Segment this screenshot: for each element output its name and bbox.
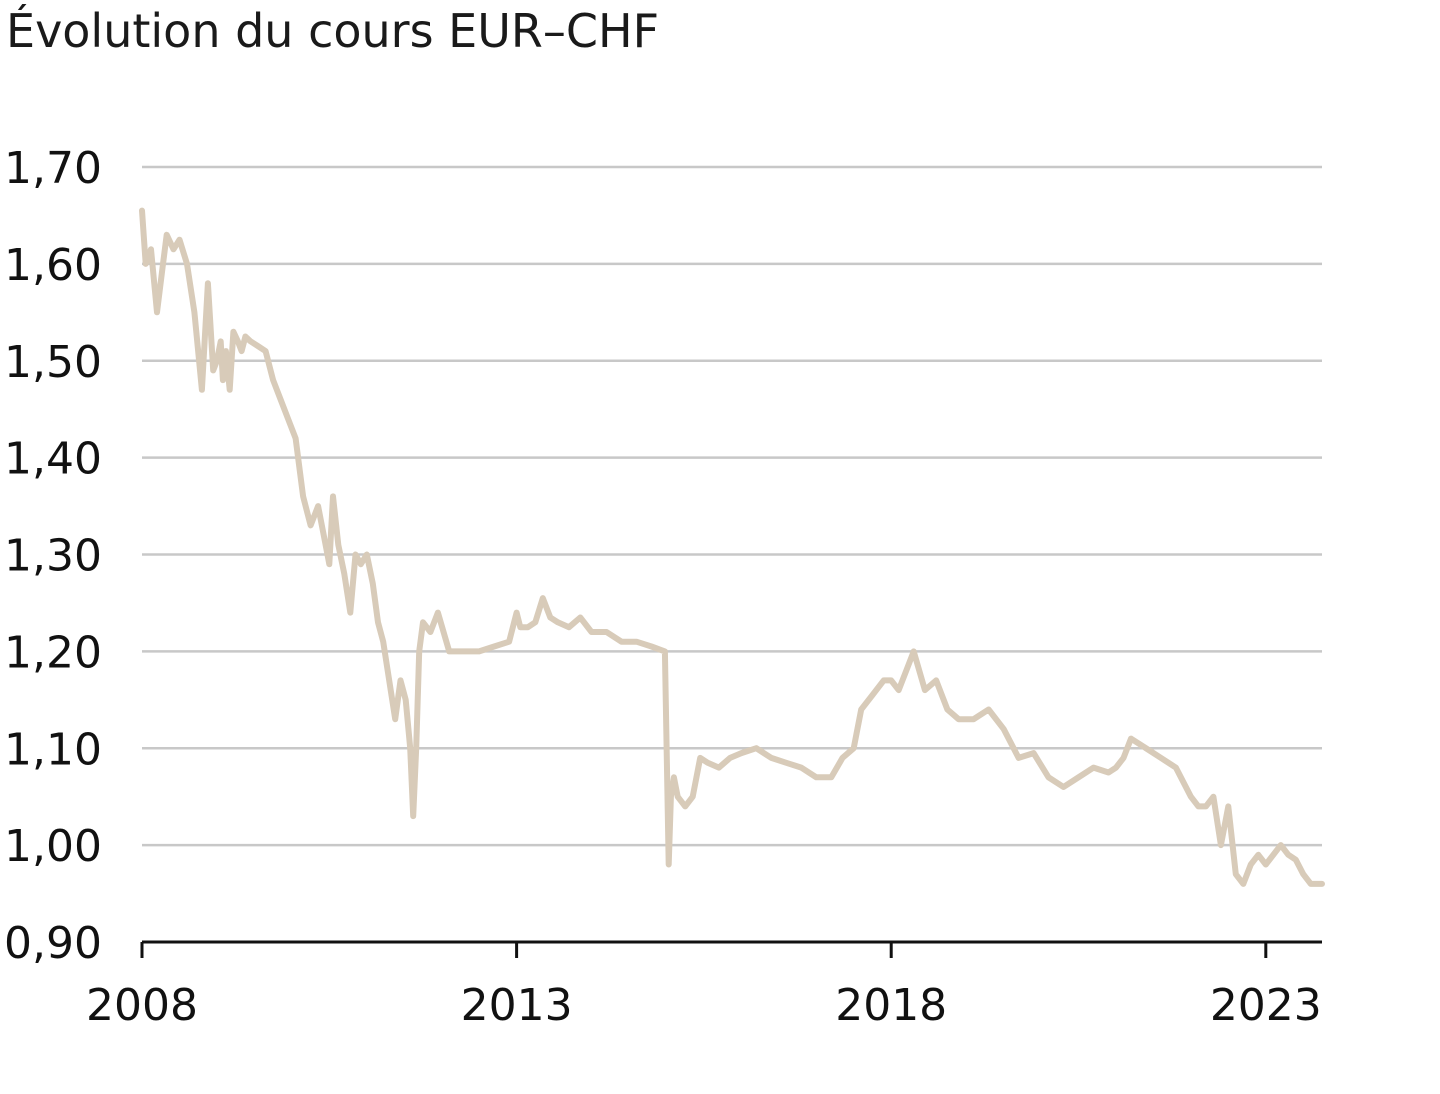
y-tick-labels: 0,90 1,00 1,10 1,20 1,30 1,40 1,50 1,60 1,70 — [4, 143, 102, 969]
y-tick-label: 1,60 — [4, 240, 102, 291]
y-tick-label: 1,40 — [4, 434, 102, 485]
y-tick-label: 1,10 — [4, 724, 102, 775]
y-tick-label: 1,70 — [4, 143, 102, 194]
x-tick-label: 2023 — [1210, 980, 1322, 1031]
y-tick-label: 0,90 — [4, 918, 102, 969]
y-tick-label: 1,30 — [4, 531, 102, 582]
x-tick-label: 2013 — [461, 980, 573, 1031]
y-tick-label: 1,00 — [4, 821, 102, 872]
y-tick-label: 1,20 — [4, 627, 102, 678]
series-line-eur-chf — [139, 207, 1325, 887]
x-axis: 2008 2013 2018 2023 — [86, 940, 1322, 1031]
y-tick-label: 1,50 — [4, 337, 102, 388]
chart-title: Évolution du cours EUR–CHF — [6, 4, 660, 58]
x-tick-label: 2018 — [835, 980, 947, 1031]
x-tick-label: 2008 — [86, 980, 198, 1031]
data-series — [139, 207, 1325, 887]
